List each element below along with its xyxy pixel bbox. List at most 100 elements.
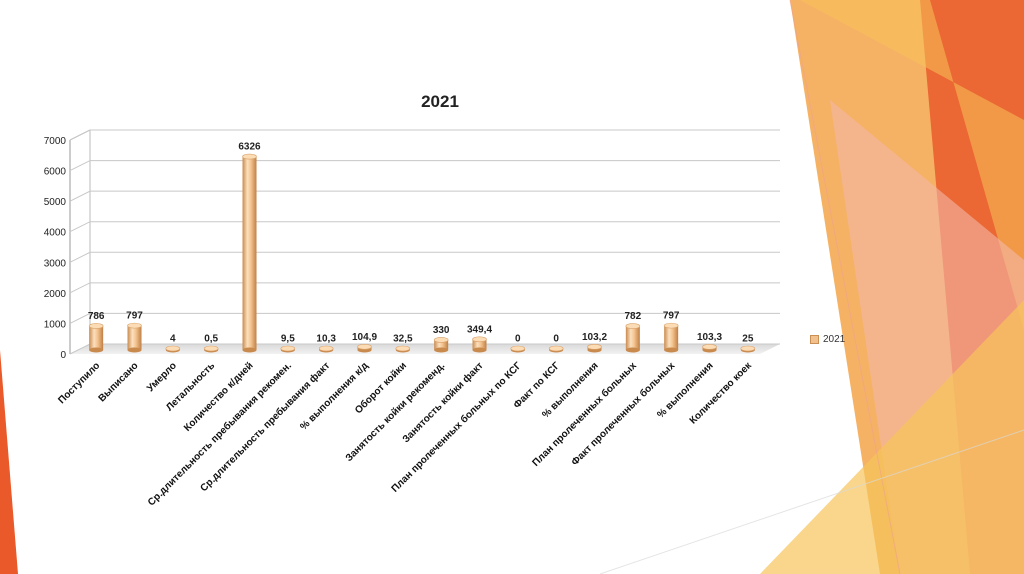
data-label: 10,3	[316, 334, 336, 345]
data-label: 0,5	[204, 334, 218, 345]
bar	[433, 337, 449, 353]
grid-line	[69, 160, 780, 172]
data-labels: 786 797 4 0,5 6326 9,5 10,3 104,9 32,5 330 349,4 0 0…	[88, 142, 754, 345]
data-label: 103,2	[582, 332, 607, 343]
grid-line	[69, 312, 780, 324]
bar-body	[127, 325, 142, 350]
bar	[318, 345, 334, 353]
bar	[510, 345, 526, 353]
bar	[395, 345, 411, 353]
bar	[625, 323, 641, 353]
y-tick-label: 2000	[44, 289, 67, 300]
y-tick-label: 4000	[44, 228, 67, 239]
legend-swatch	[810, 335, 819, 344]
bar-body	[242, 156, 257, 350]
bar-top	[395, 345, 411, 352]
bar-body	[434, 339, 449, 350]
bar-top	[587, 344, 602, 350]
data-label: 4	[170, 334, 176, 345]
plot-area: 0 1000 2000 3000 4000 5000 6000 7000 786 797 4 0,5…	[44, 129, 780, 508]
data-label: 330	[433, 325, 450, 336]
bar-top	[242, 153, 257, 160]
left-red-sliver-shape	[0, 350, 18, 574]
bar-base	[89, 347, 104, 353]
x-tick-label: План пролеченных больных по КСГ	[389, 359, 524, 494]
bar	[165, 345, 181, 353]
bar-top	[88, 323, 104, 329]
bar-top	[165, 345, 181, 352]
bar-base	[625, 347, 640, 353]
bar-base	[472, 347, 487, 353]
bar	[88, 323, 104, 353]
x-tick-label: Количество к/дней	[182, 360, 256, 434]
bar-top	[740, 345, 756, 352]
grid-line	[69, 251, 780, 263]
bar-top	[357, 343, 372, 350]
bar	[357, 343, 372, 353]
bar-top	[510, 345, 526, 352]
bar-body	[89, 325, 104, 350]
bar-body	[625, 326, 640, 350]
yellow-triangle-shape	[800, 0, 1024, 330]
bar	[242, 153, 257, 353]
y-tick-label: 0	[60, 350, 66, 361]
bar	[587, 344, 602, 353]
bar-body	[472, 339, 487, 350]
y-tick-labels: 0 1000 2000 3000 4000 5000 6000 7000	[44, 136, 67, 361]
x-tick-label: Ср.длительность пребывания факт	[198, 360, 333, 495]
bar-top	[472, 336, 487, 343]
bar	[702, 344, 717, 353]
bar-top	[203, 345, 219, 352]
data-label: 25	[742, 334, 754, 345]
data-label: 0	[515, 334, 521, 345]
bar-series	[88, 153, 756, 353]
grid-line	[69, 190, 780, 202]
grid-line	[69, 129, 780, 141]
legend-label: 2021	[823, 334, 846, 345]
x-tick-label: Умерло	[145, 360, 179, 394]
bar	[740, 345, 756, 353]
data-label: 797	[663, 311, 680, 322]
chart-title: 2021	[421, 92, 459, 111]
bar-top	[433, 337, 449, 343]
x-tick-label: Ср.длительность пребывания рекомен.	[145, 359, 294, 508]
legend: 2021	[810, 334, 845, 345]
x-tick-label: % выполнения к/д	[298, 360, 371, 433]
data-label: 103,3	[697, 332, 722, 343]
bar-top	[127, 322, 142, 329]
bar-top	[318, 345, 334, 352]
data-label: 32,5	[393, 334, 413, 345]
data-label: 6326	[238, 142, 261, 153]
y-tick-label: 1000	[44, 319, 67, 330]
data-label: 786	[88, 311, 105, 322]
decorative-line	[599, 429, 1024, 574]
bar	[663, 322, 679, 353]
data-label: 349,4	[467, 324, 492, 335]
bar-base	[242, 347, 257, 353]
bar-top	[625, 323, 641, 329]
data-label: 9,5	[281, 334, 295, 345]
y-tick-label: 3000	[44, 258, 67, 269]
grid-line	[69, 221, 780, 233]
bar-base	[434, 347, 449, 353]
grid-line	[69, 282, 780, 294]
bar-top	[663, 322, 679, 329]
data-label: 797	[126, 311, 143, 322]
bar	[472, 336, 487, 353]
bar	[203, 345, 219, 353]
lower-yellow-shape	[760, 300, 1024, 574]
bar-top	[548, 345, 564, 352]
bar	[548, 345, 564, 353]
bar	[127, 322, 142, 353]
bar-body	[664, 325, 679, 350]
bar	[280, 345, 296, 353]
bar-top	[702, 344, 717, 350]
data-label: 0	[553, 334, 559, 345]
y-tick-label: 7000	[44, 136, 67, 147]
y-tick-label: 6000	[44, 167, 67, 178]
bar-base	[127, 347, 142, 353]
x-tick-label: Поступило	[56, 360, 102, 406]
